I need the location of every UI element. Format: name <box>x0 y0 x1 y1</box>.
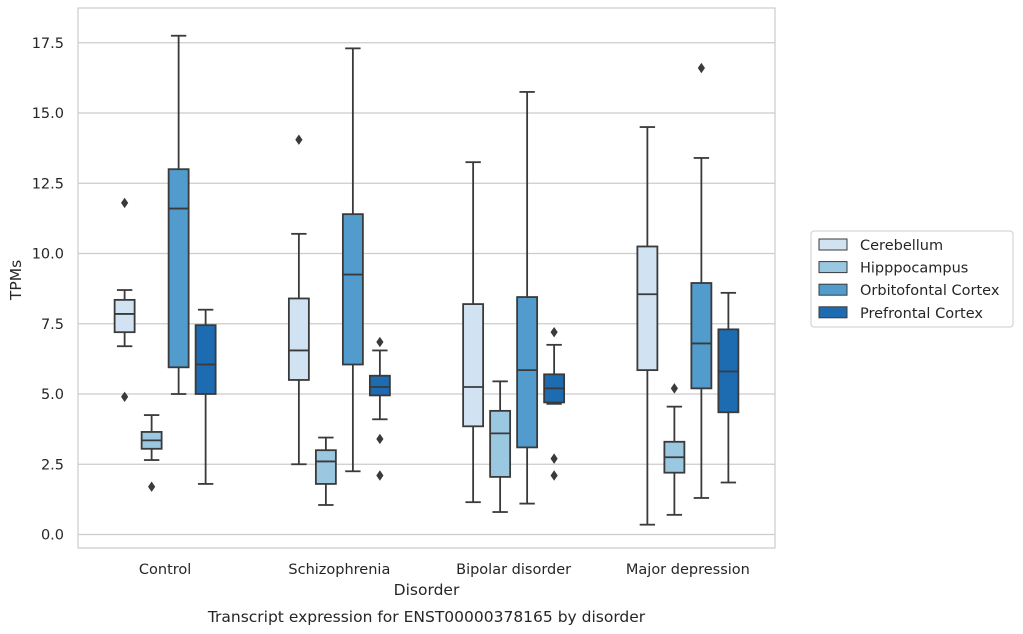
outlier-point <box>550 470 558 481</box>
y-axis-label: TPMs <box>7 260 25 301</box>
grid-lines <box>78 42 775 536</box>
outlier-point <box>550 453 558 464</box>
box-iqr <box>462 303 485 428</box>
y-tick-label: 7.5 <box>41 317 64 333</box>
legend-swatch <box>818 261 848 274</box>
box-iqr <box>690 282 713 390</box>
box-hipppocampus <box>140 414 163 492</box>
legend-swatch <box>818 283 848 296</box>
box-iqr <box>314 449 337 485</box>
x-tick-label: Bipolar disorder <box>456 562 571 578</box>
box-iqr <box>194 324 217 395</box>
legend-box <box>810 230 1014 328</box>
box-cerebellum <box>287 134 310 466</box>
box-orbitofontal-cortex <box>167 34 190 395</box>
y-tick-label: 12.5 <box>32 176 64 192</box>
outlier-point <box>697 62 705 74</box>
outlier-point <box>148 481 156 492</box>
outlier-point <box>376 470 384 481</box>
box-iqr <box>489 409 512 478</box>
box-prefrontal-cortex <box>368 336 391 481</box>
y-tick-label: 0.0 <box>41 528 64 544</box>
y-tick-label: 5.0 <box>41 387 64 403</box>
box-iqr <box>167 168 190 369</box>
legend-label: Hipppocampus <box>860 261 968 277</box>
legend-label: Orbitofontal Cortex <box>860 283 1000 299</box>
outlier-point <box>550 326 558 338</box>
y-tick-label: 17.5 <box>32 36 64 52</box>
legend-label: Cerebellum <box>860 238 943 254</box>
legend-label: Prefrontal Cortex <box>860 306 983 322</box>
outlier-point <box>121 391 129 403</box>
box-orbitofontal-cortex <box>690 62 713 499</box>
legend-swatch <box>818 238 848 251</box>
box-prefrontal-cortex <box>717 291 740 484</box>
chart-caption: Transcript expression for ENST0000037816… <box>207 608 646 626</box>
box-iqr <box>636 245 659 372</box>
plot-frame <box>77 7 776 549</box>
y-tick-label: 10.0 <box>32 247 64 263</box>
outlier-point <box>376 433 384 445</box>
box-orbitofontal-cortex <box>341 47 364 473</box>
y-axis-ticks: 0.0 2.5 5.0 7.5 10.0 12.5 15.0 17.5 <box>32 36 64 544</box>
box-hipppocampus <box>663 383 686 516</box>
legend: Cerebellum Hipppocampus Orbitofontal Corte… <box>810 230 1014 328</box>
box-prefrontal-cortex <box>543 326 566 481</box>
x-tick-label: Schizophrenia <box>288 562 390 578</box>
box-prefrontal-cortex <box>194 308 217 485</box>
box-cerebellum <box>462 161 485 504</box>
legend-swatch <box>818 306 848 319</box>
y-tick-label: 15.0 <box>32 106 64 122</box>
box-iqr <box>516 296 539 449</box>
box-iqr <box>287 297 310 381</box>
outlier-point <box>670 383 678 394</box>
box-iqr <box>113 298 136 334</box>
box-plot-series <box>113 34 740 526</box>
x-axis-ticks: Control Schizophrenia Bipolar disorder Majo… <box>139 562 750 578</box>
box-iqr <box>341 213 364 366</box>
box-iqr <box>368 374 391 397</box>
box-cerebellum <box>636 126 659 526</box>
box-cerebellum <box>113 197 136 403</box>
y-tick-label: 2.5 <box>41 457 64 473</box>
x-axis-label: Disorder <box>394 581 460 599</box>
outlier-point <box>121 197 129 209</box>
box-hipppocampus <box>314 436 337 506</box>
outlier-point <box>376 336 384 348</box>
box-orbitofontal-cortex <box>516 91 539 505</box>
x-tick-label: Major depression <box>626 562 750 578</box>
x-tick-label: Control <box>139 562 191 578</box>
box-hipppocampus <box>489 380 512 513</box>
outlier-point <box>295 134 303 145</box>
